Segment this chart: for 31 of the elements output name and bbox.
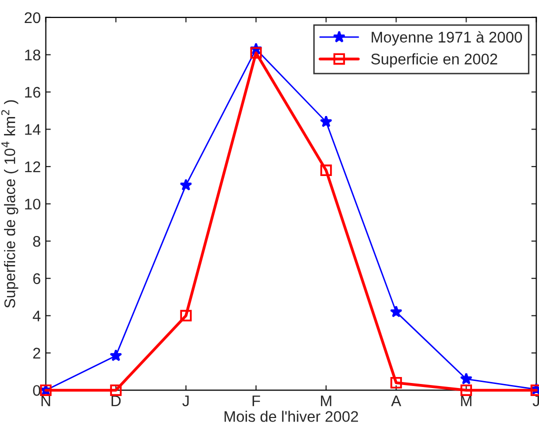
- legend-label: Superficie en 2002: [371, 53, 498, 68]
- point: [460, 372, 472, 384]
- x-tick-label: A: [391, 396, 402, 406]
- y-tick-label: 8: [33, 236, 40, 247]
- point: [460, 384, 472, 396]
- x-tick-label: F: [252, 396, 260, 406]
- y-tick-label: 12: [25, 161, 40, 172]
- y-tick-label: 18: [25, 50, 40, 60]
- point: [390, 377, 402, 389]
- point: [320, 115, 332, 128]
- x-tick-label: M: [320, 396, 332, 406]
- point: [250, 47, 262, 59]
- legend-label: Moyenne 1971 à 2000: [372, 31, 522, 46]
- y-tick-label: 14: [25, 124, 41, 135]
- point: [180, 310, 192, 322]
- point: [390, 305, 402, 318]
- point: [320, 164, 332, 176]
- y-tick-label: 20: [24, 12, 40, 24]
- y-tick-label: 10: [25, 198, 40, 210]
- y-tick-label: 4: [32, 310, 41, 322]
- y-tick-label: 16: [25, 86, 40, 98]
- point: [110, 384, 122, 396]
- y-axis-title: Superficie de glace ( 10$^{4}$ km$^{2}$ ): [1, 100, 18, 308]
- y-tick-label: 6: [33, 273, 40, 284]
- x-tick-label: N: [42, 396, 50, 406]
- point: [110, 349, 122, 362]
- x-axis-title: Mois de l'hiver 2002: [224, 410, 358, 422]
- x-tick-label: M: [461, 396, 472, 406]
- point: [180, 178, 192, 191]
- x-tick-label: J: [182, 396, 189, 406]
- y-tick-label: 2: [33, 348, 40, 358]
